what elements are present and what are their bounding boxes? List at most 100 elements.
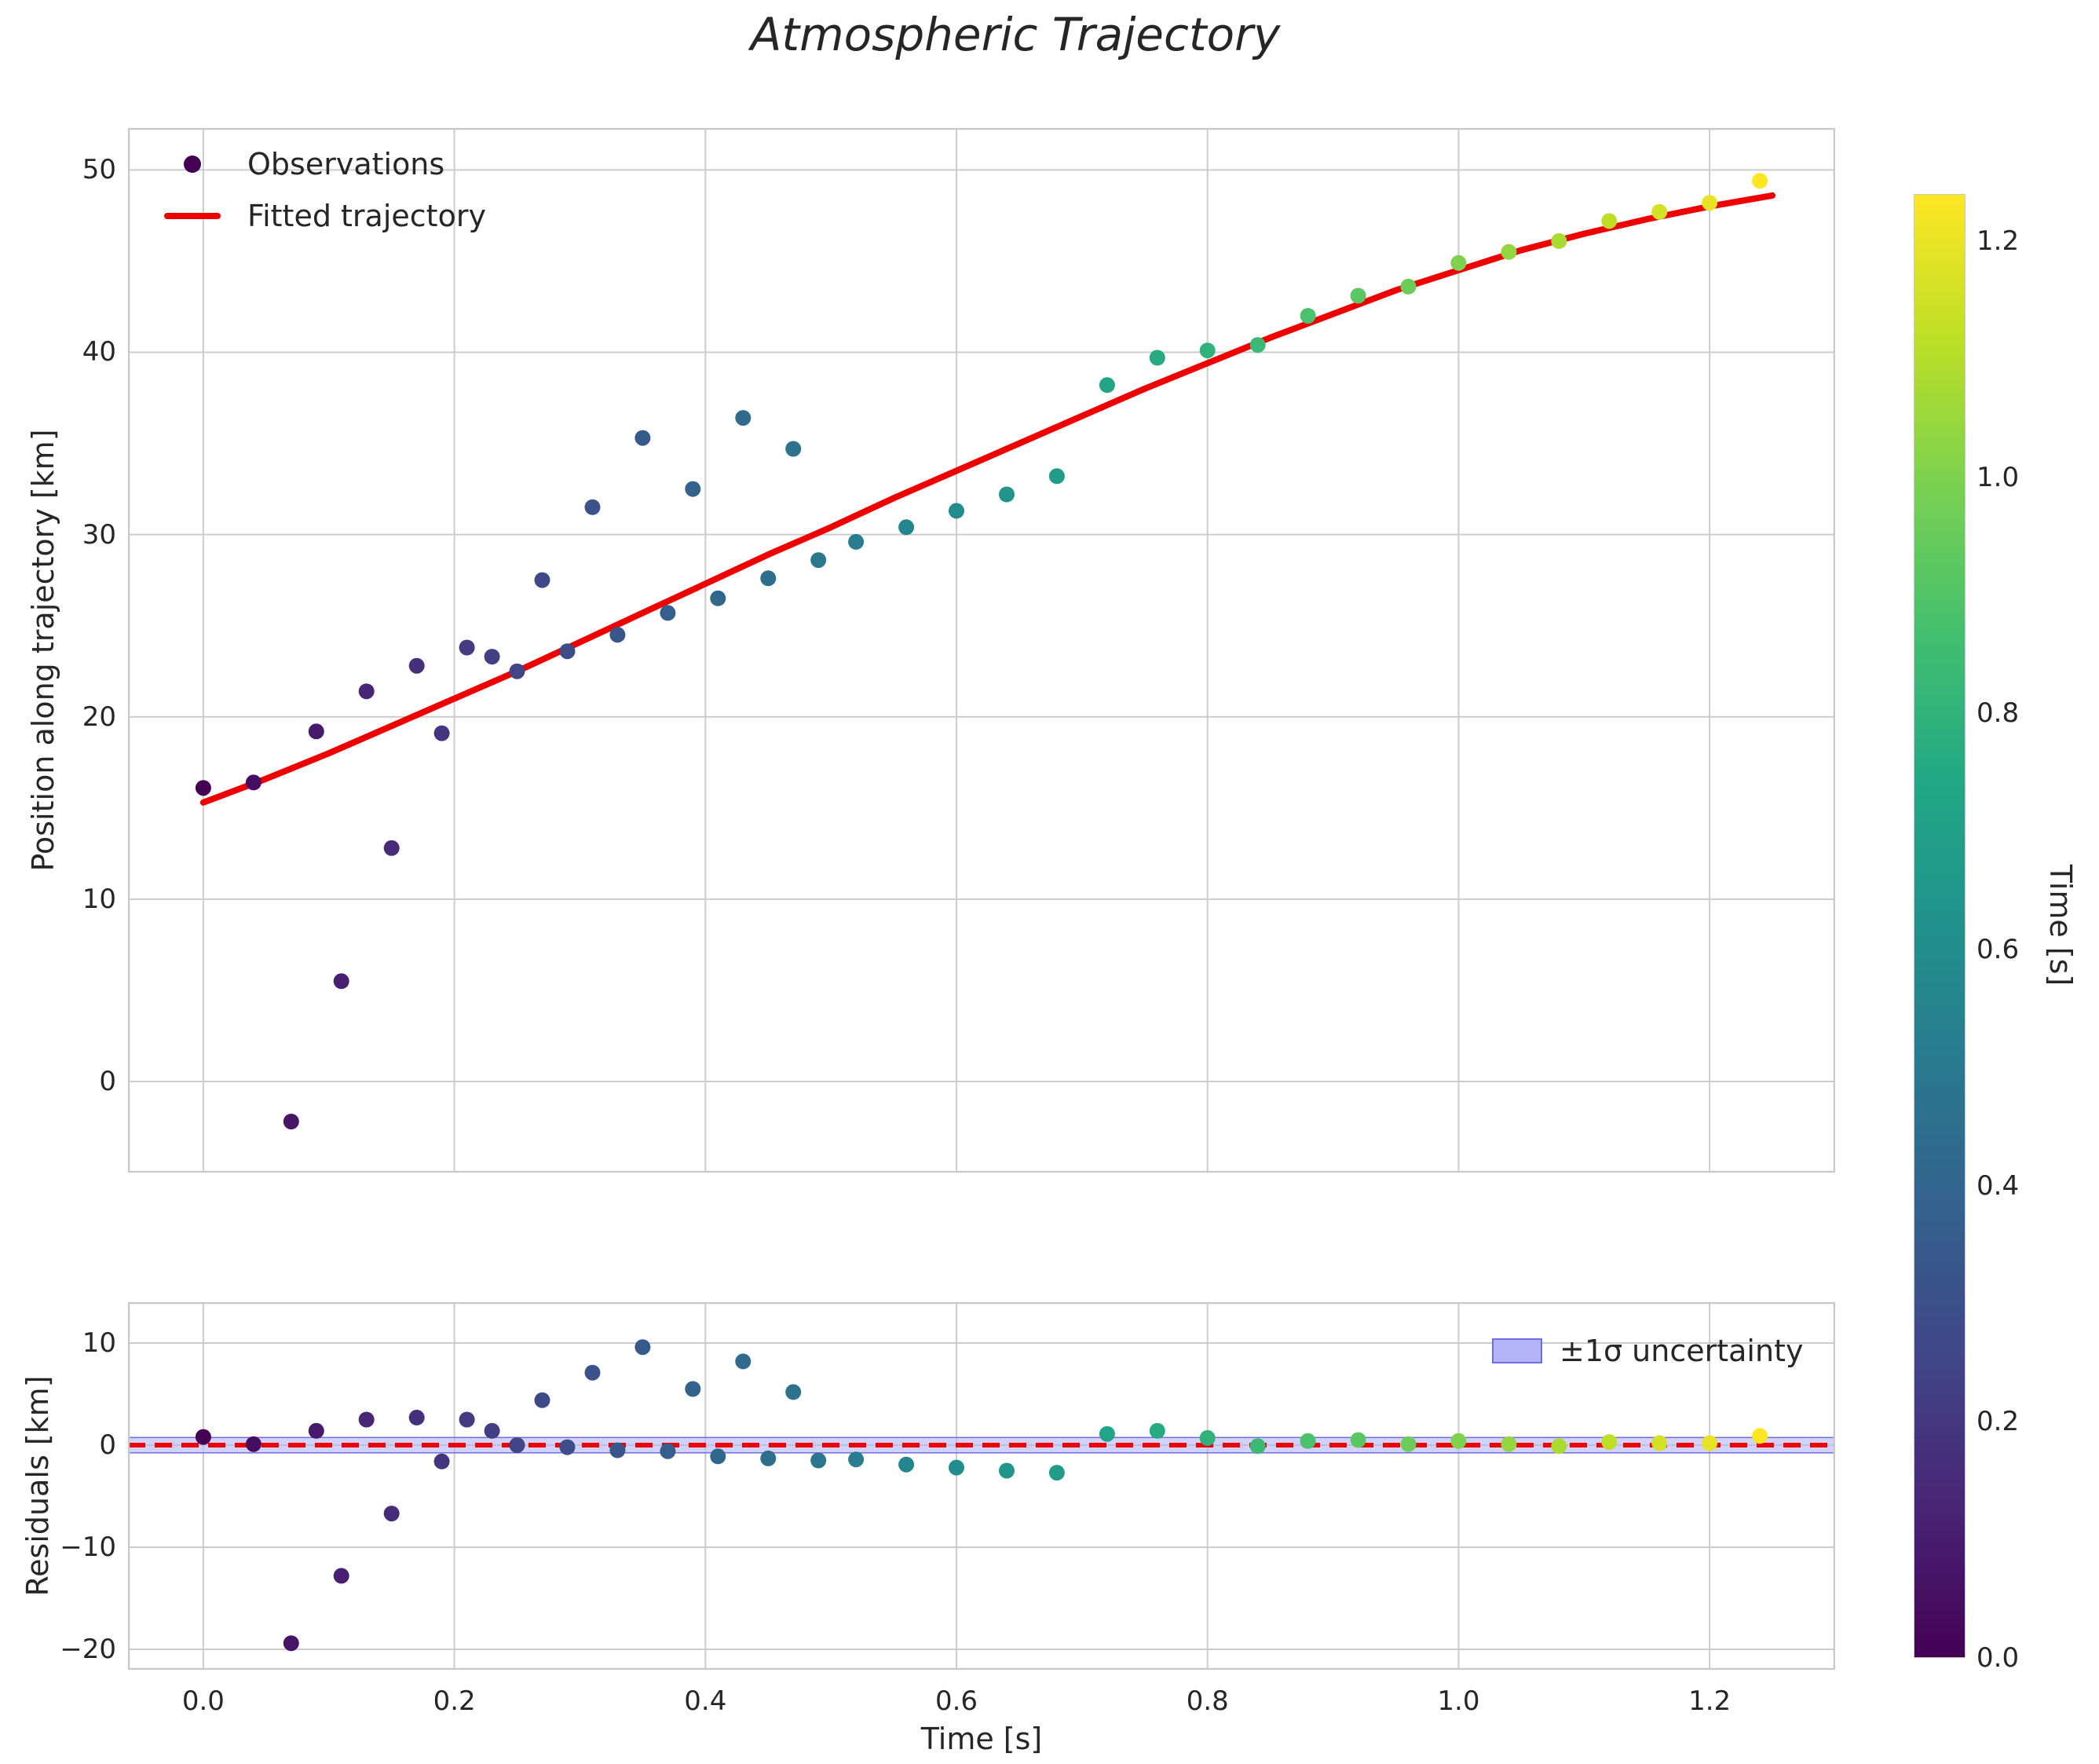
trajectory-canvas	[127, 127, 1836, 1173]
residual-point	[283, 1635, 299, 1652]
residual-point	[1400, 1436, 1417, 1452]
residual-point	[509, 1437, 525, 1453]
chart-title: Atmospheric Trajectory	[750, 8, 1281, 61]
x-axis-label: Time [s]	[920, 1722, 1043, 1756]
observation-point	[1350, 287, 1366, 304]
colorbar-tick-label: 0.8	[1976, 697, 2020, 730]
residual-point	[898, 1456, 915, 1473]
residual-point	[760, 1450, 777, 1466]
legend-entry-fitted: Fitted trajectory	[161, 193, 486, 239]
observation-point	[1149, 350, 1165, 366]
residuals-y-tick-label: −10	[60, 1532, 116, 1563]
trajectory-y-axis-label: Position along trajectory [km]	[26, 429, 60, 872]
observation-point	[584, 499, 601, 515]
observation-point	[1249, 337, 1266, 353]
residual-point	[1752, 1428, 1768, 1444]
residual-point	[1551, 1438, 1567, 1455]
residual-point	[634, 1339, 651, 1356]
observation-point	[1651, 203, 1668, 220]
residual-point	[195, 1429, 211, 1445]
observation-point	[1501, 243, 1517, 260]
trajectory-y-tick-label: 30	[82, 518, 116, 551]
residual-point	[333, 1568, 349, 1584]
colorbar-tick-label: 0.0	[1976, 1642, 2020, 1674]
observation-point	[534, 572, 550, 588]
trajectory-y-tick-label: 20	[82, 701, 116, 733]
observation-point	[949, 503, 964, 519]
residual-point	[1702, 1435, 1718, 1451]
x-tick-label: 0.8	[1186, 1685, 1229, 1717]
observations-dot-icon	[184, 156, 201, 173]
trajectory-y-tick-label: 10	[82, 883, 116, 915]
observation-point	[685, 481, 701, 497]
colorbar-canvas	[1913, 193, 1966, 1659]
observation-point	[333, 973, 349, 990]
fitted-trajectory-line	[199, 192, 1776, 806]
legend-entry-observations: Observations	[161, 141, 486, 187]
residual-point	[1099, 1425, 1115, 1442]
colorbar-gradient	[1913, 193, 1966, 1659]
x-tick-label: 0.0	[181, 1685, 225, 1717]
axes-border	[127, 127, 1836, 1173]
observation-point	[559, 643, 576, 660]
trajectory-y-tick-label: 0	[99, 1065, 116, 1097]
x-tick-label: 0.4	[684, 1685, 727, 1717]
legend-marker-cell	[161, 213, 224, 219]
residual-point	[1300, 1433, 1316, 1449]
observation-point	[1199, 342, 1216, 359]
residual-point	[1501, 1436, 1517, 1452]
residual-point	[408, 1409, 425, 1425]
residual-point	[685, 1381, 701, 1397]
colorbar-tick-label: 1.0	[1976, 461, 2020, 493]
residual-point	[949, 1459, 964, 1476]
residuals-canvas	[127, 1301, 1836, 1671]
observation-point	[433, 725, 450, 741]
residual-point	[1651, 1435, 1668, 1451]
axes-border	[127, 1301, 1836, 1671]
residual-point	[308, 1422, 324, 1439]
colorbar-tick-label: 0.2	[1976, 1406, 2020, 1438]
uncertainty-band-patch-icon	[1492, 1338, 1542, 1363]
observation-point	[634, 430, 651, 446]
observation-point	[898, 519, 915, 536]
residual-point	[459, 1411, 475, 1428]
residual-point	[245, 1436, 261, 1452]
residual-point	[1149, 1422, 1165, 1439]
observation-point	[308, 723, 324, 740]
observation-point	[1048, 468, 1065, 485]
observation-point	[848, 533, 865, 550]
residuals-y-tick-label: −20	[60, 1634, 116, 1665]
observation-point	[408, 657, 425, 674]
observation-point	[810, 552, 827, 569]
residuals-plot	[127, 1301, 1836, 1671]
colorbar-tick-label: 0.4	[1976, 1169, 2020, 1202]
observation-point	[509, 663, 525, 679]
residual-point	[1601, 1434, 1618, 1451]
x-tick-label: 0.2	[433, 1685, 476, 1717]
residual-point	[1450, 1433, 1467, 1449]
observation-point	[785, 441, 802, 457]
residual-point	[710, 1448, 726, 1465]
trajectory-y-tick-label: 40	[82, 336, 116, 368]
observation-point	[358, 683, 375, 700]
legend-marker-cell	[161, 156, 224, 173]
observation-point	[1400, 278, 1417, 295]
observation-point	[1702, 195, 1718, 211]
observation-point	[484, 649, 500, 665]
uncertainty-band-label: ±1σ uncertainty	[1560, 1334, 1804, 1368]
observation-point	[1450, 254, 1467, 271]
observation-point	[735, 410, 751, 426]
observations-label: Observations	[247, 147, 445, 181]
observation-point	[195, 780, 211, 796]
residual-point	[484, 1422, 500, 1439]
residual-point	[1048, 1465, 1065, 1481]
residual-point	[1350, 1432, 1366, 1448]
observation-point	[1099, 377, 1115, 393]
residual-point	[848, 1451, 865, 1468]
trajectory-y-tick-label: 50	[82, 154, 116, 186]
observation-point	[1752, 173, 1768, 189]
fitted-trajectory-label: Fitted trajectory	[247, 199, 486, 233]
x-tick-label: 1.2	[1688, 1685, 1731, 1717]
observation-point	[459, 639, 475, 656]
observation-point	[1601, 213, 1618, 229]
